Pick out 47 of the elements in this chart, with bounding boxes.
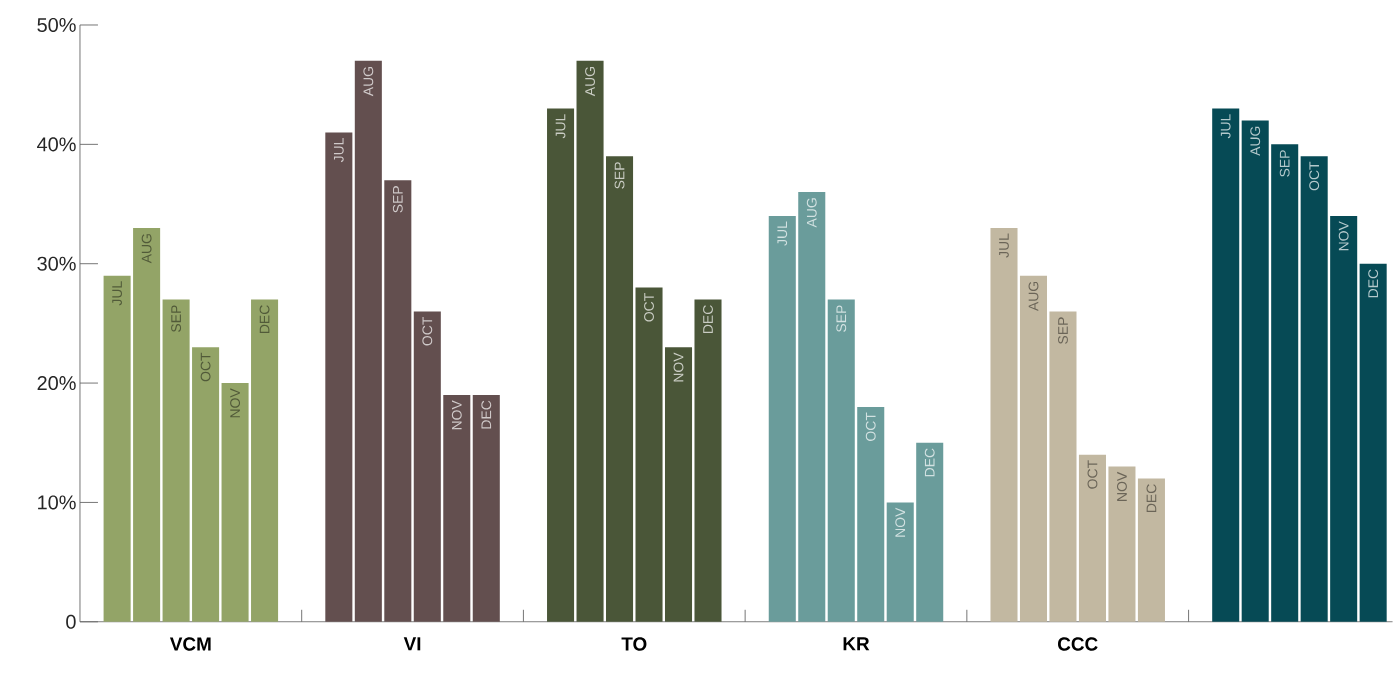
text: SEP: [171, 305, 182, 333]
x-tick-label: VCM: [169, 637, 211, 651]
text: AUG: [363, 67, 374, 97]
series-label: OCT: [200, 352, 211, 382]
text: JUL: [777, 221, 788, 246]
series-label: SEP: [614, 162, 625, 189]
text: SEP: [392, 186, 403, 213]
y-tick-label: 50%: [37, 18, 76, 33]
x-tick-label: KR: [843, 637, 870, 651]
text: NOV: [1117, 471, 1127, 501]
text: OCT: [644, 293, 654, 322]
text: OCT: [1087, 460, 1098, 489]
x-tick-label: CCC: [1058, 637, 1098, 651]
text: OCT: [865, 412, 876, 442]
text: AUG: [1250, 126, 1261, 156]
text: SEP: [1279, 150, 1290, 177]
y-tick-label: 10%: [38, 495, 76, 510]
y-tick-label: 30%: [37, 256, 76, 271]
series-label: NOV: [230, 388, 241, 418]
text: NOV: [895, 507, 906, 537]
text: JUL: [112, 281, 122, 306]
text: DEC: [1146, 484, 1157, 513]
x-tick-label: VI: [403, 637, 421, 651]
text: SEP: [836, 305, 847, 333]
x-tick-label: TO: [621, 637, 647, 651]
text: JUL: [555, 114, 566, 139]
series-label: AUG: [141, 234, 152, 264]
text: SEP: [1058, 317, 1068, 345]
series-label: JUL: [333, 138, 344, 163]
y-tick-label: 40%: [37, 137, 76, 152]
text: DEC: [703, 305, 713, 334]
y-tick-label: 20%: [37, 376, 76, 391]
text: OCT: [422, 317, 433, 346]
text: DEC: [1368, 269, 1379, 298]
series-label: DEC: [481, 400, 492, 429]
text: NOV: [673, 352, 684, 382]
text: NOV: [1338, 221, 1349, 251]
text: DEC: [924, 448, 935, 477]
text: NOV: [451, 400, 462, 430]
text: DEC: [259, 305, 270, 334]
text: AUG: [585, 67, 595, 97]
text: JUL: [1220, 114, 1231, 139]
text: JUL: [999, 233, 1009, 258]
text: AUG: [806, 198, 817, 228]
text: OCT: [1309, 161, 1320, 191]
text: AUG: [1028, 281, 1039, 312]
y-tick-label: 0: [66, 614, 76, 629]
